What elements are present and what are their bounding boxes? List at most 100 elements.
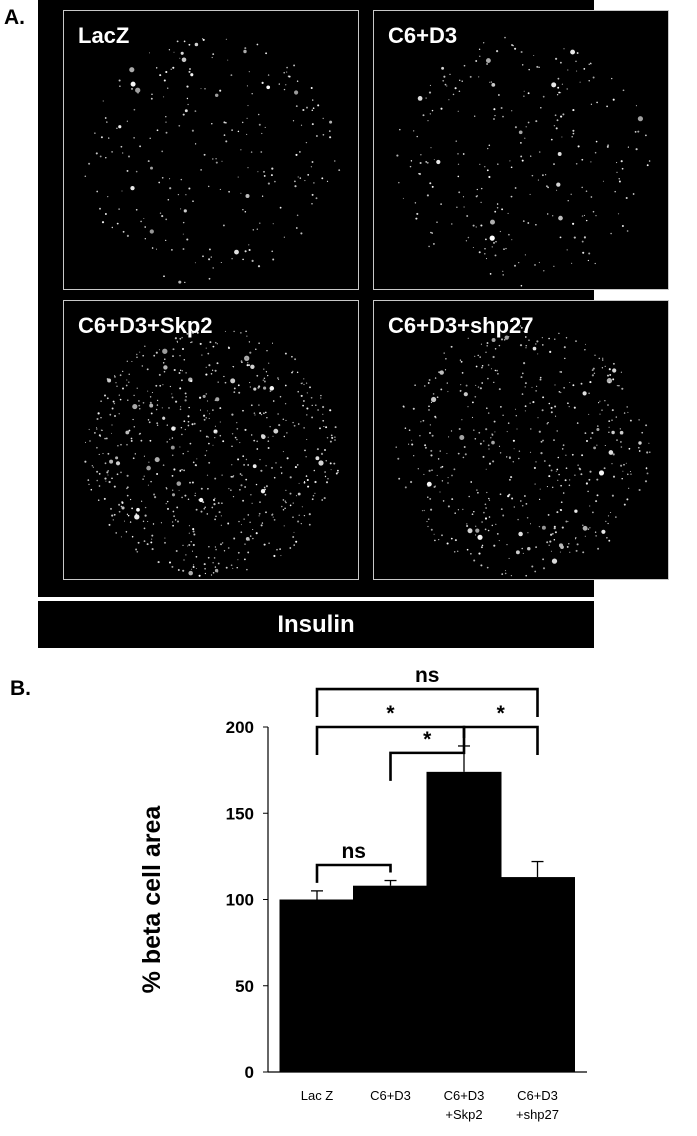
insulin-signal-dot (294, 466, 297, 469)
insulin-signal-dot (481, 366, 483, 369)
insulin-signal-dot (520, 284, 523, 287)
insulin-signal-dot (259, 412, 262, 415)
insulin-signal-dot (493, 241, 495, 244)
insulin-signal-dot (408, 429, 411, 432)
insulin-signal-dot (334, 436, 336, 438)
insulin-signal-dot (184, 494, 187, 497)
insulin-signal-dot (555, 57, 558, 60)
insulin-signal-dot (646, 451, 649, 454)
insulin-signal-dot (504, 570, 507, 572)
insulin-signal-dot (267, 374, 269, 377)
insulin-signal-dot (183, 559, 185, 561)
insulin-signal-dot (184, 109, 188, 113)
insulin-signal-dot (92, 466, 94, 468)
insulin-signal-dot (283, 71, 285, 74)
insulin-signal-dot (602, 180, 604, 182)
insulin-signal-dot (171, 454, 174, 457)
insulin-signal-dot (261, 522, 264, 524)
insulin-signal-dot (583, 68, 586, 70)
insulin-signal-dot (158, 373, 161, 376)
insulin-signal-dot (535, 461, 537, 463)
insulin-signal-dot (135, 170, 138, 173)
insulin-signal-dot (240, 192, 242, 194)
insulin-signal-dot (144, 238, 146, 240)
insulin-signal-dot (474, 395, 477, 398)
insulin-signal-dot (130, 87, 134, 90)
insulin-signal-dot (422, 419, 425, 422)
insulin-signal-dot (485, 407, 488, 410)
insulin-signal-dot (513, 448, 515, 450)
y-axis-title: % beta cell area (138, 805, 166, 994)
insulin-signal-dot (590, 196, 593, 198)
insulin-signal-dot (524, 386, 526, 388)
insulin-signal-dot (558, 332, 560, 335)
insulin-signal-dot (107, 474, 109, 476)
insulin-signal-dot (271, 342, 274, 344)
insulin-signal-dot (176, 340, 178, 342)
insulin-signal-dot (621, 167, 624, 170)
insulin-signal-dot (150, 166, 153, 170)
insulin-signal-dot (507, 212, 509, 214)
insulin-signal-dot (120, 471, 122, 474)
insulin-signal-dot (162, 362, 165, 364)
insulin-signal-dot (529, 523, 532, 525)
insulin-signal-dot (293, 531, 295, 533)
insulin-signal-dot (284, 403, 287, 405)
insulin-signal-dot (516, 428, 518, 430)
insulin-signal-dot (441, 66, 445, 70)
insulin-signal-dot (306, 106, 308, 109)
insulin-signal-dot (208, 461, 211, 464)
insulin-signal-dot (168, 561, 172, 564)
insulin-signal-dot (264, 488, 267, 491)
insulin-signal-dot (98, 485, 101, 487)
insulin-signal-dot (256, 228, 258, 230)
insulin-signal-dot (87, 479, 90, 481)
insulin-signal-dot (131, 535, 134, 538)
insulin-signal-dot (180, 208, 182, 210)
insulin-signal-dot (150, 480, 152, 483)
insulin-signal-dot (139, 408, 141, 410)
insulin-signal-dot (318, 460, 324, 466)
insulin-signal-dot (447, 505, 450, 508)
insulin-signal-dot (533, 466, 536, 470)
insulin-signal-dot (446, 452, 448, 455)
insulin-signal-dot (428, 409, 430, 411)
insulin-signal-dot (242, 409, 244, 412)
insulin-signal-dot (109, 459, 114, 464)
insulin-signal-dot (608, 420, 611, 422)
insulin-signal-dot (201, 38, 204, 40)
insulin-signal-dot (622, 470, 624, 472)
insulin-signal-dot (126, 494, 129, 497)
micrograph-lacz: LacZ (63, 10, 359, 290)
insulin-signal-dot (263, 486, 266, 489)
insulin-signal-dot (488, 175, 491, 179)
insulin-signal-dot (486, 344, 489, 347)
insulin-signal-dot (283, 435, 286, 438)
insulin-signal-dot (118, 394, 120, 396)
significance-bracket (315, 725, 466, 755)
insulin-signal-dot (214, 497, 216, 500)
insulin-signal-dot (313, 469, 316, 472)
insulin-signal-dot (581, 454, 584, 457)
insulin-signal-dot (99, 207, 101, 210)
insulin-signal-dot (236, 422, 238, 424)
insulin-signal-dot (527, 532, 529, 534)
insulin-signal-dot (457, 110, 459, 112)
insulin-signal-dot (206, 450, 208, 452)
insulin-signal-dot (504, 36, 506, 39)
insulin-signal-dot (287, 75, 290, 78)
insulin-signal-dot (568, 543, 570, 545)
insulin-signal-dot (184, 399, 187, 402)
insulin-signal-dot (247, 362, 249, 364)
insulin-signal-dot (521, 159, 524, 162)
insulin-signal-dot (273, 476, 276, 479)
insulin-signal-dot (596, 425, 599, 427)
insulin-signal-dot (260, 489, 266, 494)
insulin-signal-dot (171, 475, 174, 477)
insulin-signal-dot (635, 105, 637, 107)
insulin-signal-dot (544, 174, 547, 176)
insulin-signal-dot (253, 412, 256, 414)
insulin-signal-dot (122, 152, 124, 154)
insulin-signal-dot (326, 437, 329, 439)
insulin-signal-dot (465, 384, 468, 387)
